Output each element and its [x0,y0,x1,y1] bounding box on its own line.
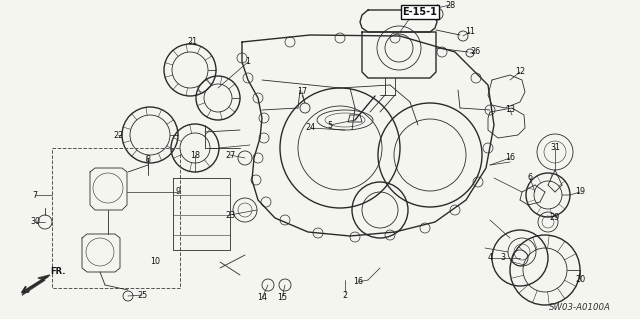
Text: 11: 11 [465,27,475,36]
Text: 23: 23 [225,211,235,219]
Text: 26: 26 [470,48,480,56]
Text: 22: 22 [113,130,123,139]
Text: 28: 28 [445,1,455,10]
Text: 12: 12 [515,68,525,77]
Text: 14: 14 [257,293,267,302]
Text: 31: 31 [550,144,560,152]
Text: 19: 19 [575,188,585,197]
Text: 8: 8 [145,155,150,165]
Text: 7: 7 [33,190,38,199]
Text: 10: 10 [150,257,160,266]
Text: 29: 29 [550,213,560,222]
Text: 17: 17 [297,87,307,97]
Text: 5: 5 [328,121,333,130]
Text: 16: 16 [505,153,515,162]
Text: 16: 16 [353,278,363,286]
Bar [52,148,180,288]
Text: FR.: FR. [51,268,66,277]
Text: 3: 3 [500,254,506,263]
Text: 2: 2 [342,291,348,300]
Text: 13: 13 [505,106,515,115]
Text: E-15-1: E-15-1 [403,7,437,17]
Text: 4: 4 [488,254,493,263]
Text: 20: 20 [575,276,585,285]
Text: 24: 24 [305,123,315,132]
Text: 1: 1 [246,57,250,66]
Text: 25: 25 [137,291,147,300]
Text: 27: 27 [225,151,235,160]
Text: SW03-A0100A: SW03-A0100A [549,302,611,311]
Text: 15: 15 [277,293,287,302]
Polygon shape [22,275,50,295]
Text: 18: 18 [190,151,200,160]
Text: 6: 6 [527,174,532,182]
Text: 9: 9 [175,188,180,197]
Text: 21: 21 [187,38,197,47]
Text: 30: 30 [30,218,40,226]
